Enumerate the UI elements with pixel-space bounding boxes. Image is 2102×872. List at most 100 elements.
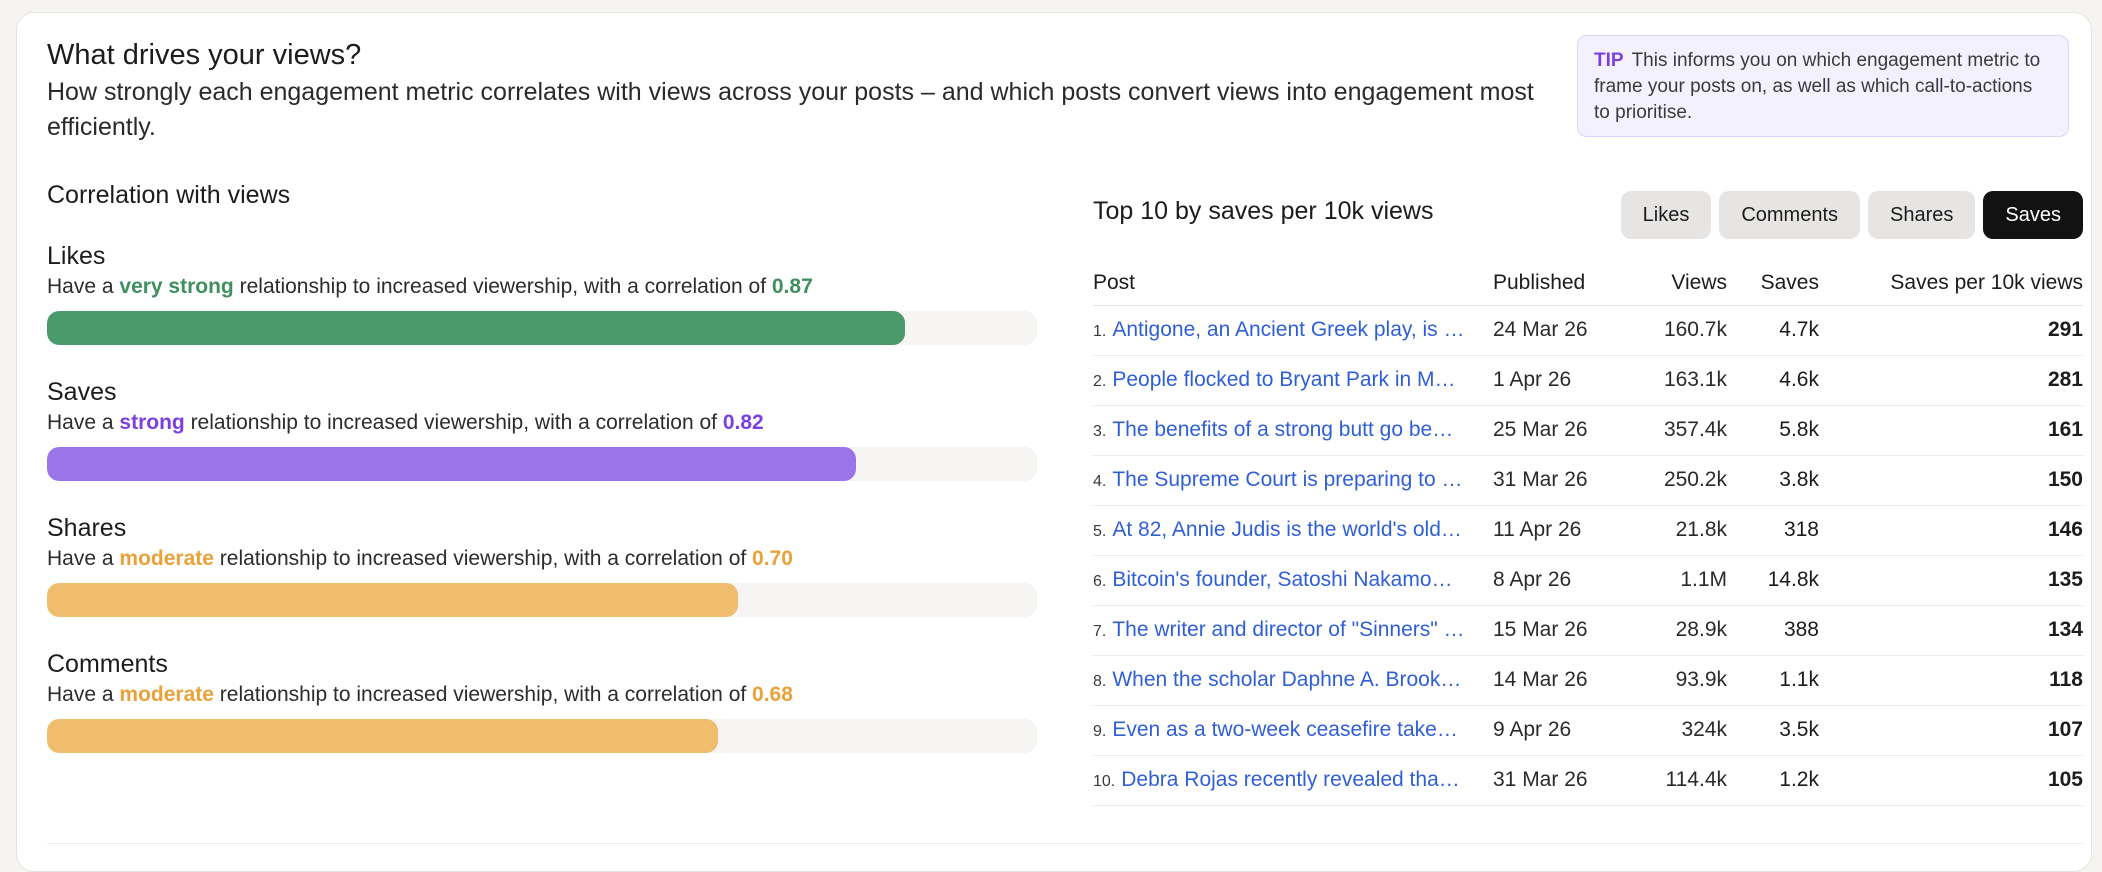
table-row: 2. People flocked to Bryant Park in M… 1 A… [1093,355,2083,406]
metric-name: Saves [47,378,117,406]
metric-name: Likes [47,242,106,270]
published-cell: 1 Apr 26 [1493,355,1643,406]
metric-name: Comments [47,650,168,678]
table-row: 4. The Supreme Court is preparing to … 31 … [1093,455,2083,506]
correlation-bar-track [47,583,1037,617]
rank: 1. [1093,323,1107,340]
saves-cell: 14.8k [1727,555,1819,606]
rank: 7. [1093,623,1107,640]
post-cell: 10. Debra Rojas recently revealed tha… [1093,755,1493,806]
views-drivers-card: What drives your views? How strongly eac… [16,12,2092,872]
page-title: What drives your views? [47,39,362,71]
post-link[interactable]: Debra Rojas recently revealed tha… [1121,768,1460,791]
top-posts-table: Post Published Views Saves Saves per 10k… [1093,261,2083,806]
post-link[interactable]: The writer and director of "Sinners" … [1112,618,1465,641]
saves-per-10k-cell: 291 [1819,305,2083,356]
col-views[interactable]: Views [1643,261,1727,306]
saves-per-10k-cell: 146 [1819,505,2083,556]
table-row: 8. When the scholar Daphne A. Brook… 14 Ma… [1093,655,2083,706]
table-row: 7. The writer and director of "Sinners" …… [1093,605,2083,656]
saves-per-10k-cell: 118 [1819,655,2083,706]
saves-cell: 1.1k [1727,655,1819,706]
table-body: 1. Antigone, an Ancient Greek play, is … 2… [1093,305,2083,806]
rank: 8. [1093,673,1107,690]
table-row: 6. Bitcoin's founder, Satoshi Nakamo… 8 Ap… [1093,555,2083,606]
post-link[interactable]: Even as a two-week ceasefire take… [1112,718,1458,741]
post-link[interactable]: At 82, Annie Judis is the world's old… [1112,518,1462,541]
saves-cell: 3.8k [1727,455,1819,506]
tab-comments[interactable]: Comments [1719,191,1861,239]
table-title: Top 10 by saves per 10k views [1093,197,1434,225]
views-cell: 163.1k [1643,355,1727,406]
metric-saves: Saves Have a strong relationship to incre… [47,377,1037,481]
table-row: 1. Antigone, an Ancient Greek play, is … 2… [1093,305,2083,356]
col-saves-per-10k[interactable]: Saves per 10k views [1819,261,2083,306]
tab-saves[interactable]: Saves [1983,191,2083,239]
correlation-value: 0.87 [771,275,813,298]
correlation-bar-fill [47,311,905,345]
correlation-title: Correlation with views [47,181,291,209]
tip-box: TIP This informs you on which engagement … [1577,35,2069,137]
table-header-row: Post Published Views Saves Saves per 10k… [1093,261,2083,306]
rank: 10. [1093,773,1116,790]
saves-cell: 388 [1727,605,1819,656]
rank: 5. [1093,523,1107,540]
published-cell: 9 Apr 26 [1493,705,1643,756]
published-cell: 11 Apr 26 [1493,505,1643,556]
col-saves[interactable]: Saves [1727,261,1819,306]
post-link[interactable]: When the scholar Daphne A. Brook… [1112,668,1462,691]
post-link[interactable]: The benefits of a strong butt go be… [1112,418,1454,441]
saves-per-10k-cell: 161 [1819,405,2083,456]
metric-shares: Shares Have a moderate relationship to in… [47,513,1037,617]
saves-per-10k-cell: 135 [1819,555,2083,606]
views-cell: 93.9k [1643,655,1727,706]
saves-cell: 4.6k [1727,355,1819,406]
col-post[interactable]: Post [1093,261,1493,306]
tip-text: This informs you on which engagement met… [1594,50,2041,123]
published-cell: 8 Apr 26 [1493,555,1643,606]
tip-label: TIP [1594,50,1624,71]
rank: 4. [1093,473,1107,490]
post-link[interactable]: The Supreme Court is preparing to … [1112,468,1463,491]
post-cell: 3. The benefits of a strong butt go be… [1093,405,1493,456]
correlation-bar-track [47,719,1037,753]
views-cell: 324k [1643,705,1727,756]
metric-description: Have a moderate relationship to increase… [47,545,1037,573]
post-link[interactable]: Bitcoin's founder, Satoshi Nakamo… [1112,568,1453,591]
metric-tabs: Likes Comments Shares Saves [1620,191,2083,239]
saves-cell: 3.5k [1727,705,1819,756]
saves-per-10k-cell: 107 [1819,705,2083,756]
views-cell: 250.2k [1643,455,1727,506]
strength-word: strong [119,411,185,434]
post-cell: 5. At 82, Annie Judis is the world's old… [1093,505,1493,556]
correlation-bar-fill [47,719,718,753]
saves-cell: 4.7k [1727,305,1819,356]
views-cell: 357.4k [1643,405,1727,456]
correlation-bar-track [47,447,1037,481]
tab-likes[interactable]: Likes [1620,191,1712,239]
published-cell: 25 Mar 26 [1493,405,1643,456]
published-cell: 15 Mar 26 [1493,605,1643,656]
published-cell: 31 Mar 26 [1493,755,1643,806]
metric-description: Have a strong relationship to increased … [47,409,1037,437]
strength-word: very strong [119,275,234,298]
post-link[interactable]: People flocked to Bryant Park in M… [1112,368,1456,391]
correlation-bar-fill [47,583,738,617]
post-link[interactable]: Antigone, an Ancient Greek play, is … [1112,318,1465,341]
desc-middle: relationship to increased viewership, wi… [190,411,717,434]
post-cell: 2. People flocked to Bryant Park in M… [1093,355,1493,406]
saves-cell: 5.8k [1727,405,1819,456]
tab-shares[interactable]: Shares [1868,191,1976,239]
post-cell: 4. The Supreme Court is preparing to … [1093,455,1493,506]
desc-prefix: Have a [47,547,114,570]
rank: 6. [1093,573,1107,590]
saves-cell: 318 [1727,505,1819,556]
metric-description: Have a moderate relationship to increase… [47,681,1037,709]
strength-word: moderate [119,683,214,706]
header: What drives your views? How strongly eac… [47,37,1567,145]
saves-per-10k-cell: 105 [1819,755,2083,806]
col-published[interactable]: Published [1493,261,1643,306]
views-cell: 21.8k [1643,505,1727,556]
strength-word: moderate [119,547,214,570]
desc-middle: relationship to increased viewership, wi… [239,275,767,298]
